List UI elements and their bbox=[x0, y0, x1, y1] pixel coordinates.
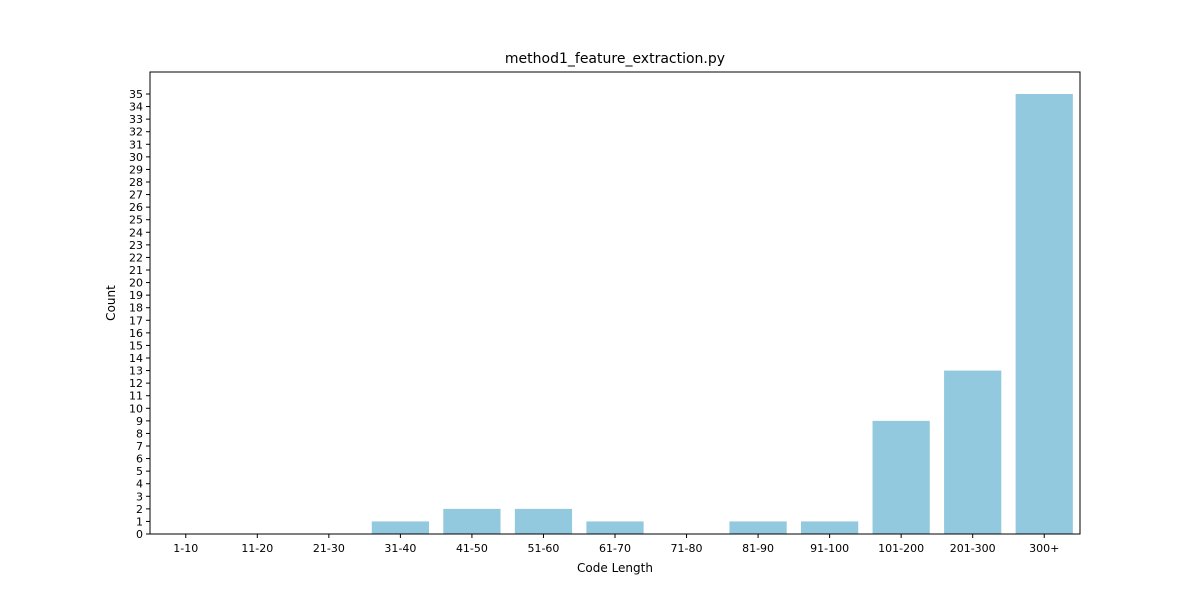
y-tick-label: 7 bbox=[136, 440, 143, 453]
plot-area-frame bbox=[149, 71, 1081, 535]
y-tick-label: 25 bbox=[129, 214, 143, 227]
bar-31-40 bbox=[371, 521, 429, 534]
y-tick-label: 14 bbox=[129, 352, 143, 365]
y-axis: 0123456789101112131415161718192021222324… bbox=[129, 88, 150, 541]
y-tick-label: 34 bbox=[129, 101, 143, 114]
y-tick-label: 0 bbox=[136, 528, 143, 541]
y-tick-label: 22 bbox=[129, 251, 143, 264]
y-tick-label: 5 bbox=[136, 465, 143, 478]
x-tick-label: 1-10 bbox=[173, 542, 198, 555]
y-tick-label: 18 bbox=[129, 302, 143, 315]
y-tick-label: 19 bbox=[129, 289, 143, 302]
y-tick-label: 21 bbox=[129, 264, 143, 277]
x-tick-label: 11-20 bbox=[241, 542, 273, 555]
bar-101-200 bbox=[872, 420, 930, 534]
x-tick-label: 300+ bbox=[1029, 542, 1059, 555]
x-tick-label: 81-90 bbox=[742, 542, 774, 555]
y-tick-label: 6 bbox=[136, 453, 143, 466]
bar-300+ bbox=[1015, 94, 1073, 534]
y-tick-label: 26 bbox=[129, 201, 143, 214]
x-tick-label: 201-300 bbox=[950, 542, 996, 555]
bar-41-50 bbox=[443, 508, 501, 534]
x-tick-label: 41-50 bbox=[456, 542, 488, 555]
y-tick-label: 10 bbox=[129, 402, 143, 415]
y-tick-label: 28 bbox=[129, 176, 143, 189]
y-tick-label: 23 bbox=[129, 239, 143, 252]
y-tick-label: 31 bbox=[129, 138, 143, 151]
y-tick-label: 32 bbox=[129, 126, 143, 139]
x-tick-label: 71-80 bbox=[671, 542, 703, 555]
y-tick-label: 11 bbox=[129, 390, 143, 403]
y-tick-label: 13 bbox=[129, 365, 143, 378]
bar-201-300 bbox=[944, 370, 1002, 534]
y-tick-label: 15 bbox=[129, 339, 143, 352]
bar-91-100 bbox=[801, 521, 859, 534]
bar-81-90 bbox=[729, 521, 787, 534]
y-tick-label: 12 bbox=[129, 377, 143, 390]
y-tick-label: 17 bbox=[129, 314, 143, 327]
y-tick-label: 35 bbox=[129, 88, 143, 101]
x-axis: 1-10 11-20 21-30 31-40 41-50 51-60 61-70 71-80 8… bbox=[173, 534, 1059, 555]
x-tick-label: 101-200 bbox=[878, 542, 924, 555]
y-tick-label: 9 bbox=[136, 415, 143, 428]
y-tick-label: 27 bbox=[129, 189, 143, 202]
x-tick-label: 31-40 bbox=[384, 542, 416, 555]
y-tick-label: 30 bbox=[129, 151, 143, 164]
y-tick-label: 20 bbox=[129, 277, 143, 290]
y-tick-label: 8 bbox=[136, 427, 143, 440]
y-tick-label: 1 bbox=[136, 515, 143, 528]
bar-51-60 bbox=[514, 508, 573, 534]
bar-61-70 bbox=[586, 521, 644, 534]
x-tick-label: 61-70 bbox=[599, 542, 631, 555]
x-tick-label: 91-100 bbox=[810, 542, 849, 555]
y-tick-label: 2 bbox=[136, 503, 143, 516]
y-tick-label: 4 bbox=[136, 478, 143, 491]
y-tick-label: 24 bbox=[129, 226, 143, 239]
x-tick-label: 51-60 bbox=[527, 542, 559, 555]
bars-group bbox=[371, 94, 1073, 534]
y-axis-title: Count bbox=[104, 285, 118, 321]
y-tick-label: 3 bbox=[136, 490, 143, 503]
x-tick-label: 21-30 bbox=[313, 542, 345, 555]
y-tick-label: 33 bbox=[129, 113, 143, 126]
chart-title: method1_feature_extraction.py bbox=[505, 51, 725, 67]
y-tick-label: 16 bbox=[129, 327, 143, 340]
x-axis-title: Code Length bbox=[577, 561, 653, 575]
y-tick-label: 29 bbox=[129, 163, 143, 176]
